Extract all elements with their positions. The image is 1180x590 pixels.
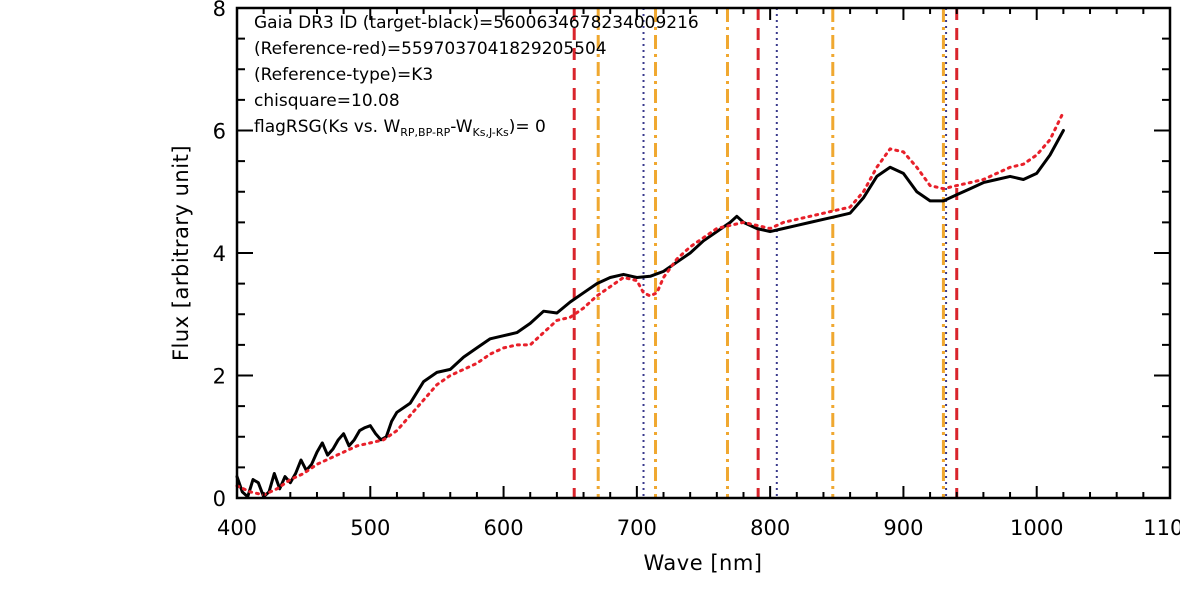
flag-rsg-subscript-1: RP,BP-RP	[400, 126, 450, 139]
x-tick-label: 600	[484, 516, 524, 540]
y-tick-labels: 0 2 4 6 8	[213, 0, 226, 511]
x-tick-label: 700	[617, 516, 657, 540]
annotation-block: Gaia DR3 ID (target-black)=5600634678234…	[254, 13, 699, 139]
flag-rsg-suffix: )= 0	[509, 117, 546, 137]
y-tick-label: 6	[213, 120, 226, 144]
annotation-gaia-id: Gaia DR3 ID (target-black)=5600634678234…	[254, 13, 699, 33]
x-tick-label: 400	[217, 516, 257, 540]
y-tick-label: 2	[213, 365, 226, 389]
flag-rsg-prefix: flagRSG(Ks vs. W	[254, 117, 400, 137]
x-axis-title: Wave [nm]	[644, 551, 763, 575]
annotation-chisquare: chisquare=10.08	[254, 91, 400, 111]
y-axis-title: Flux [arbitrary unit]	[169, 145, 193, 361]
x-tick-label: 800	[750, 516, 790, 540]
x-tick-label: 900	[883, 516, 923, 540]
annotation-reference-red: (Reference-red)=5597037041829205504	[254, 39, 607, 59]
flag-rsg-mid: -W	[450, 117, 472, 137]
y-tick-label: 8	[213, 0, 226, 21]
axis-ticks	[236, 7, 1171, 499]
annotation-flag-rsg: flagRSG(Ks vs. WRP,BP-RP-WKs,J-Ks)= 0	[254, 117, 546, 139]
x-tick-label: 500	[350, 516, 390, 540]
annotation-reference-type: (Reference-type)=K3	[254, 65, 433, 85]
x-tick-label: 1000	[1010, 516, 1063, 540]
target-spectrum-line	[235, 129, 1065, 499]
flag-rsg-subscript-2: Ks,J-Ks	[473, 126, 509, 139]
reference-spectrum-line	[235, 110, 1065, 497]
y-tick-label: 4	[213, 242, 226, 266]
y-tick-label: 0	[213, 487, 226, 511]
spectrum-series	[235, 110, 1065, 499]
reference-vertical-lines	[572, 8, 959, 498]
